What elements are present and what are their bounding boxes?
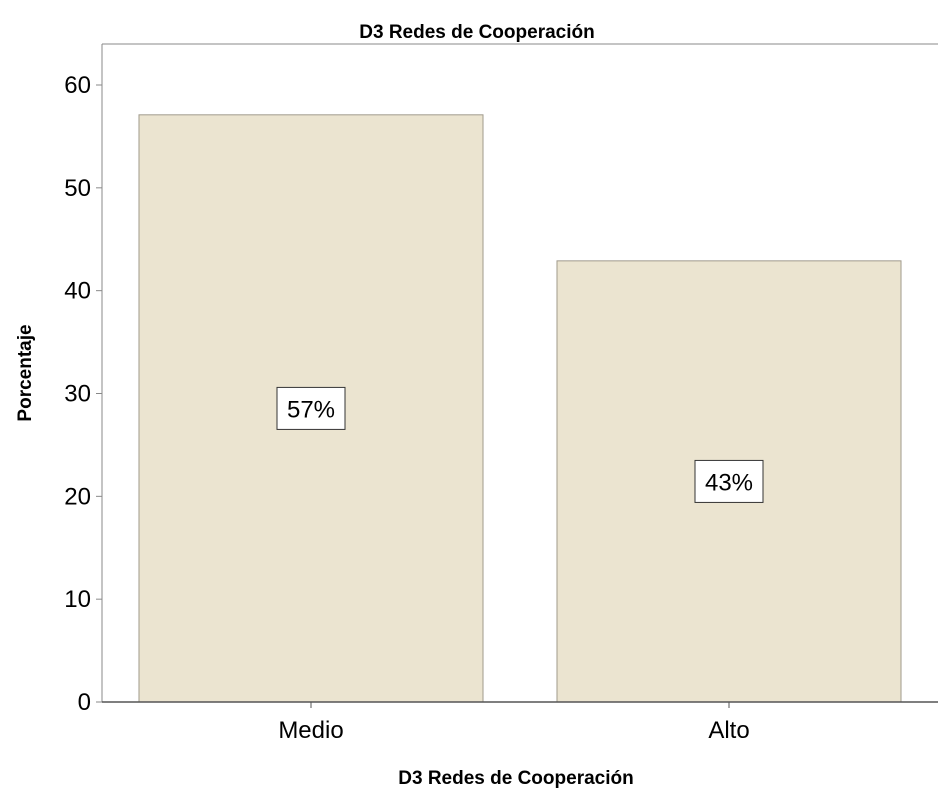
data-labels: 57% 43% <box>276 386 764 503</box>
y-axis-label: Porcentaje <box>15 324 36 421</box>
x-tick-label: Medio <box>278 717 343 744</box>
data-label-box <box>694 459 764 503</box>
x-axis-label: D3 Redes de Cooperación <box>398 768 633 789</box>
plot-frame <box>101 43 938 702</box>
x-tick-label: Alto <box>708 717 749 744</box>
bars <box>138 114 902 703</box>
x-axis-ticks: Medio Alto <box>278 702 750 744</box>
y-tick-label: 10 <box>64 586 91 613</box>
y-axis-ticks: 0 10 20 30 40 50 60 <box>64 72 102 716</box>
data-label: 57% <box>287 396 335 423</box>
y-tick-label: 30 <box>64 381 91 408</box>
y-tick-label: 40 <box>64 278 91 305</box>
y-tick-label: 60 <box>64 72 91 99</box>
data-label: 43% <box>705 469 753 496</box>
y-tick-label: 0 <box>78 689 91 716</box>
y-tick-label: 20 <box>64 483 91 510</box>
data-label-box <box>276 386 346 430</box>
bar-medio <box>138 114 484 703</box>
y-tick-label: 50 <box>64 175 91 202</box>
chart-title: D3 Redes de Cooperación <box>359 22 594 43</box>
